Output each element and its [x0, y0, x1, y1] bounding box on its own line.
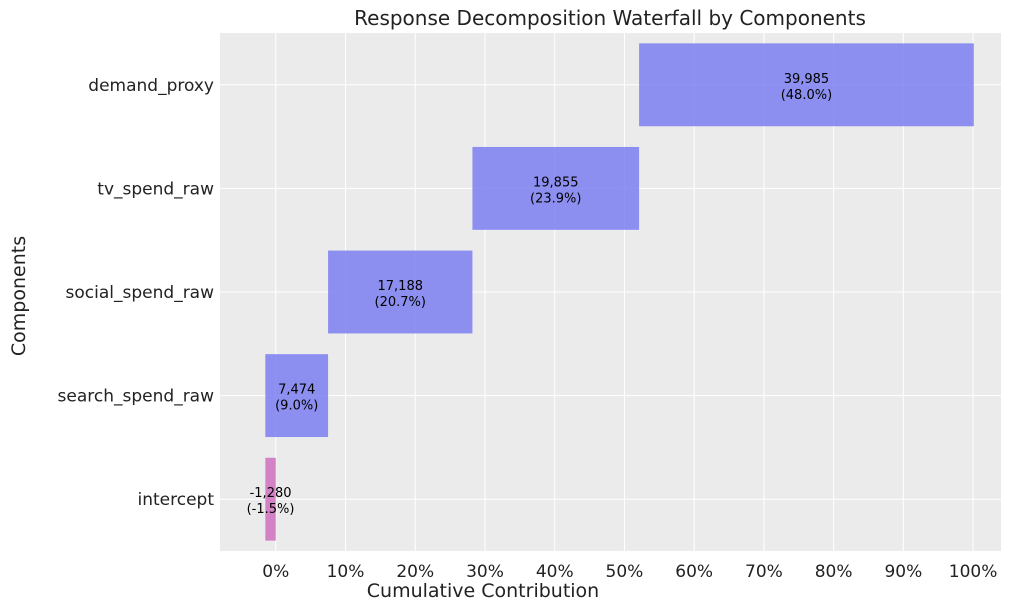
bar-tv-spend-raw — [472, 146, 640, 230]
bars — [265, 43, 974, 541]
x-tick-label: 30% — [466, 562, 504, 582]
y-tick-label: social_spend_raw — [66, 283, 215, 303]
data-label-percent: (23.9%) — [530, 191, 581, 206]
x-tick-label: 100% — [949, 562, 998, 582]
y-tick-label: tv_spend_raw — [97, 179, 214, 199]
y-axis-label: Components — [8, 236, 30, 356]
data-label-value: 17,188 — [378, 279, 424, 294]
y-tick-label: demand_proxy — [88, 76, 214, 96]
bar-intercept — [265, 457, 276, 541]
x-tick-label: 10% — [327, 562, 365, 582]
x-tick-label: 60% — [675, 562, 713, 582]
data-label-value: 19,855 — [533, 175, 579, 190]
data-label-percent: (20.7%) — [375, 295, 426, 310]
data-label-value: -1,280 — [250, 486, 292, 501]
bar-social-spend-raw — [328, 250, 473, 334]
x-tick-label: 70% — [745, 562, 783, 582]
bar-demand-proxy — [639, 43, 974, 127]
data-labels: -1,280(-1.5%) 7,474(9.0%) 17,188(20.7%) 19,… — [247, 72, 833, 517]
x-tick-label: 20% — [396, 562, 434, 582]
data-label-value: 7,474 — [278, 383, 315, 398]
y-tick-label: intercept — [138, 490, 215, 510]
data-label-percent: (48.0%) — [781, 88, 832, 103]
y-tick-label: search_spend_raw — [58, 387, 215, 407]
y-tick-labels: intercept search_spend_raw social_spend_ra… — [58, 76, 215, 510]
bar-search-spend-raw — [265, 354, 329, 438]
x-axis-label: Cumulative Contribution — [367, 580, 599, 602]
data-label-value: 39,985 — [784, 72, 830, 87]
x-tick-label: 80% — [815, 562, 853, 582]
data-label-percent: (-1.5%) — [247, 502, 295, 517]
x-tick-labels: 0% 10% 20% 30% 40% 50% 60% 70% 80% 90% 100% — [262, 562, 997, 582]
data-label-percent: (9.0%) — [275, 399, 318, 414]
x-tick-label: 0% — [262, 562, 289, 582]
x-tick-label: 40% — [536, 562, 574, 582]
chart-title: Response Decomposition Waterfall by Comp… — [354, 6, 866, 30]
x-tick-label: 50% — [606, 562, 644, 582]
x-tick-label: 90% — [884, 562, 922, 582]
